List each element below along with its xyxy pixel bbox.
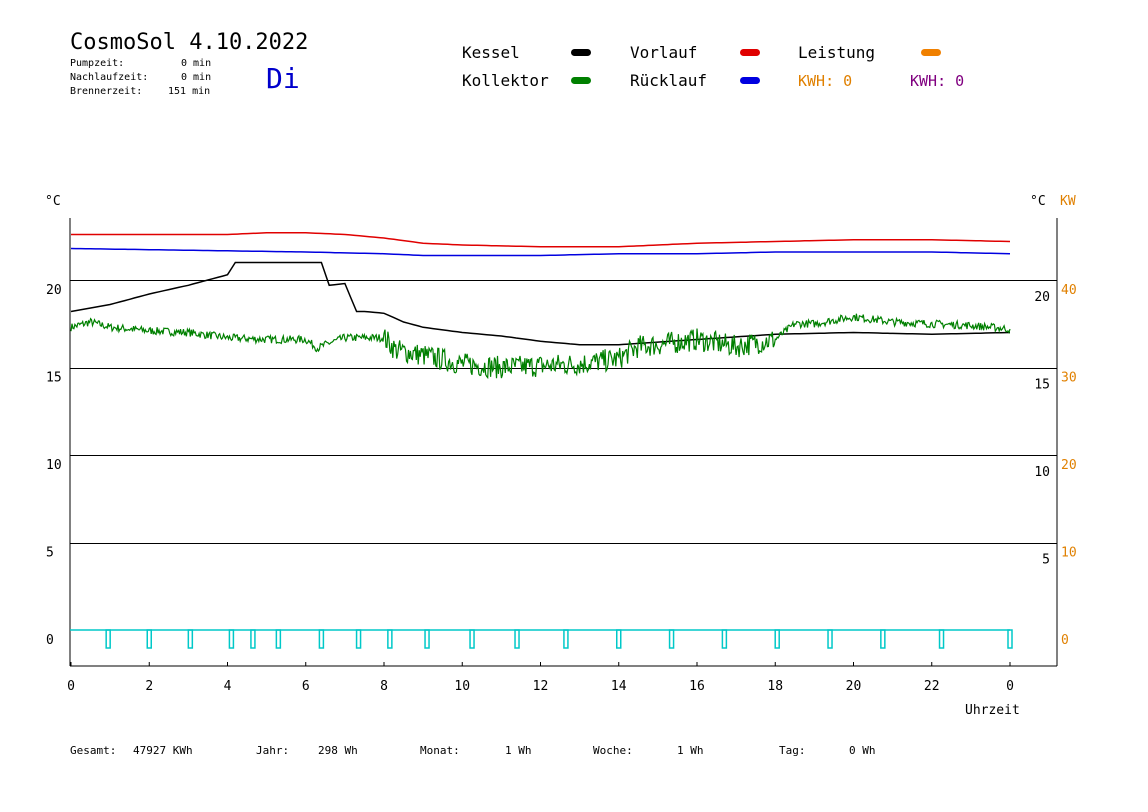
stat-brennerzeit-label: Brennerzeit: — [70, 86, 143, 97]
stat-brennerzeit-value: 151 min — [168, 86, 211, 97]
x-tick-label: 20 — [846, 679, 862, 694]
footer-gesamt-value: 47927 KWh — [133, 744, 193, 757]
pump-pulse — [938, 629, 945, 649]
pump-pulse — [616, 629, 622, 649]
kw-tick-label: 40 — [1061, 283, 1077, 298]
pump-pulse — [146, 629, 152, 649]
series-vorlauf-line — [71, 232, 1011, 248]
y-left-tick-label: 20 — [46, 283, 62, 298]
y-left-tick-label: 15 — [46, 371, 62, 386]
y-right-unit: °C — [1030, 194, 1046, 209]
pump-pulse — [469, 629, 475, 649]
pump-pulse — [514, 629, 520, 649]
y-left-tick-label: 10 — [46, 458, 62, 473]
footer-jahr-label: Jahr: — [256, 744, 290, 757]
stat-pumpzeit-label: Pumpzeit: — [70, 58, 125, 69]
legend-leistung-swatch — [921, 49, 941, 56]
x-tick-label: 18 — [767, 679, 783, 694]
footer-woche-label: Woche: — [593, 744, 633, 757]
kwh-purple-label: KWH: 0 — [910, 72, 965, 90]
pump-pulse — [424, 629, 430, 649]
page-title: CosmoSol 4.10.2022 — [70, 30, 309, 55]
x-tick-label: 22 — [924, 679, 940, 694]
legend-leistung-label: Leistung — [798, 43, 876, 62]
y-left-tick-label: 5 — [46, 546, 54, 561]
y-left-tick-label: 0 — [46, 633, 54, 648]
pump-pulse — [1007, 629, 1013, 649]
legend-ruecklauf-swatch — [740, 77, 760, 84]
stat-nachlaufzeit-value: 0 min — [181, 72, 212, 83]
pump-pulse — [827, 629, 833, 649]
x-tick-label: 0 — [1006, 679, 1014, 694]
footer-tag-label: Tag: — [779, 744, 806, 757]
legend-kessel-swatch — [571, 49, 591, 56]
footer-monat-value: 1 Wh — [505, 744, 532, 757]
x-tick-label: 14 — [611, 679, 627, 694]
weekday-label: Di — [266, 62, 300, 95]
legend-kollektor-swatch — [571, 77, 591, 84]
x-tick-label: 10 — [454, 679, 470, 694]
kwh-orange-label: KWH: 0 — [798, 72, 853, 90]
y-left-unit: °C — [45, 194, 61, 209]
pump-pulse — [563, 629, 569, 649]
stat-pumpzeit-value: 0 min — [181, 58, 212, 69]
kw-tick-label: 30 — [1061, 371, 1077, 386]
x-tick-label: 0 — [67, 679, 75, 694]
series-kollektor-line — [70, 313, 1011, 380]
x-tick-label: 16 — [689, 679, 705, 694]
x-tick-label: 6 — [302, 679, 310, 694]
pump-pulse — [250, 629, 256, 649]
legend-kessel-label: Kessel — [462, 43, 520, 62]
y-right-tick-label: 5 — [1042, 553, 1050, 568]
legend-vorlauf-label: Vorlauf — [630, 43, 698, 62]
pump-pulse — [668, 629, 675, 649]
kw-tick-label: 10 — [1061, 546, 1077, 561]
series-kessel-line — [70, 261, 1011, 346]
footer-woche-value: 1 Wh — [677, 744, 704, 757]
pump-pulse — [880, 629, 886, 649]
pump-pulse — [105, 629, 111, 649]
stat-nachlaufzeit-label: Nachlaufzeit: — [70, 72, 149, 83]
y-right-tick-label: 15 — [1034, 378, 1050, 393]
legend-kollektor-label: Kollektor — [462, 71, 549, 90]
x-tick-label: 12 — [533, 679, 549, 694]
pump-pulse — [721, 629, 728, 649]
pump-pulse — [228, 629, 235, 649]
pump-pulse — [355, 629, 362, 649]
series-ruecklauf-line — [70, 247, 1011, 257]
kw-tick-label: 20 — [1061, 458, 1077, 473]
x-tick-label: 4 — [224, 679, 232, 694]
footer-jahr-value: 298 Wh — [318, 744, 358, 757]
y-right-tick-label: 20 — [1034, 290, 1050, 305]
legend-vorlauf-swatch — [740, 49, 760, 56]
pump-pulse — [187, 629, 194, 649]
pump-pulse — [318, 629, 325, 649]
pump-pulse — [774, 629, 780, 649]
y-right2-unit: KW — [1060, 194, 1076, 209]
footer-monat-label: Monat: — [420, 744, 460, 757]
y-right-tick-label: 10 — [1034, 465, 1050, 480]
x-tick-label: 8 — [380, 679, 388, 694]
x-axis-label: Uhrzeit — [965, 703, 1020, 718]
pump-pulse — [387, 629, 393, 649]
footer-tag-value: 0 Wh — [849, 744, 876, 757]
x-tick-label: 2 — [145, 679, 153, 694]
pump-pulse — [275, 629, 282, 649]
legend-ruecklauf-label: Rücklauf — [630, 71, 708, 90]
footer-gesamt-label: Gesamt: — [70, 744, 117, 757]
kw-tick-label: 0 — [1061, 633, 1069, 648]
